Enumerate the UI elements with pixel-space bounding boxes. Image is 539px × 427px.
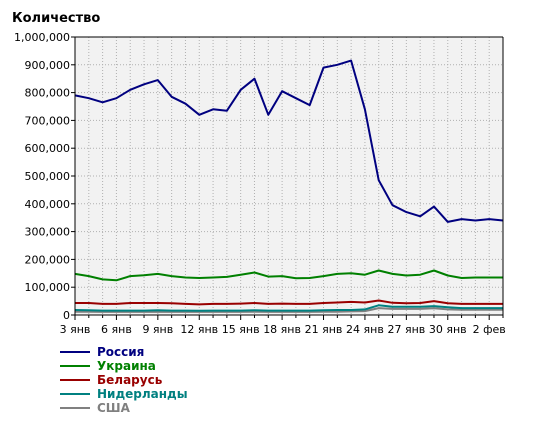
legend-item: Украина: [60, 359, 188, 373]
x-tick-label: 18 янв: [263, 323, 301, 336]
x-tick-label: 2 фев: [473, 323, 506, 336]
legend-label: Россия: [97, 345, 145, 359]
legend-swatch: [60, 407, 90, 409]
legend-label: Украина: [97, 359, 156, 373]
legend-swatch: [60, 393, 90, 395]
y-tick-label: 900,000: [25, 59, 71, 72]
y-tick-label: 400,000: [25, 198, 71, 211]
y-tick-label: 300,000: [25, 226, 71, 239]
legend-label: США: [97, 401, 130, 415]
series-line: [75, 299, 503, 306]
y-tick-label: 100,000: [25, 281, 71, 294]
series-line: [75, 307, 503, 313]
x-tick-label: 3 янв: [60, 323, 91, 336]
legend-swatch: [60, 351, 90, 353]
y-tick-label: 500,000: [25, 170, 71, 183]
legend-swatch: [60, 379, 90, 381]
legend-item: Нидерланды: [60, 387, 188, 401]
x-tick-label: 21 янв: [305, 323, 343, 336]
chart-title: Количество: [12, 11, 101, 26]
y-tick-label: 1,000,000: [14, 31, 70, 44]
y-tick-label: 700,000: [25, 114, 71, 127]
x-tick-label: 9 янв: [142, 323, 173, 336]
x-tick-label: 6 янв: [101, 323, 132, 336]
legend: Россия Украина Беларусь Нидерланды США: [60, 345, 188, 415]
x-tick-label: 24 янв: [346, 323, 384, 336]
y-tick-label: 800,000: [25, 87, 71, 100]
x-tick-label: 27 янв: [387, 323, 425, 336]
y-tick-label: 0: [63, 309, 70, 322]
series-line: [74, 304, 503, 312]
y-tick-label: 200,000: [25, 253, 71, 266]
legend-label: Нидерланды: [97, 387, 188, 401]
x-tick-label: 15 янв: [222, 323, 260, 336]
x-tick-label: 12 янв: [180, 323, 218, 336]
y-tick-label: 600,000: [25, 142, 71, 155]
legend-item: Беларусь: [60, 373, 188, 387]
series-line: [74, 59, 504, 223]
legend-item: Россия: [60, 345, 188, 359]
legend-swatch: [60, 365, 90, 367]
series-line: [74, 269, 503, 282]
legend-label: Беларусь: [97, 373, 163, 387]
legend-item: США: [60, 401, 188, 415]
x-tick-label: 30 янв: [429, 323, 467, 336]
